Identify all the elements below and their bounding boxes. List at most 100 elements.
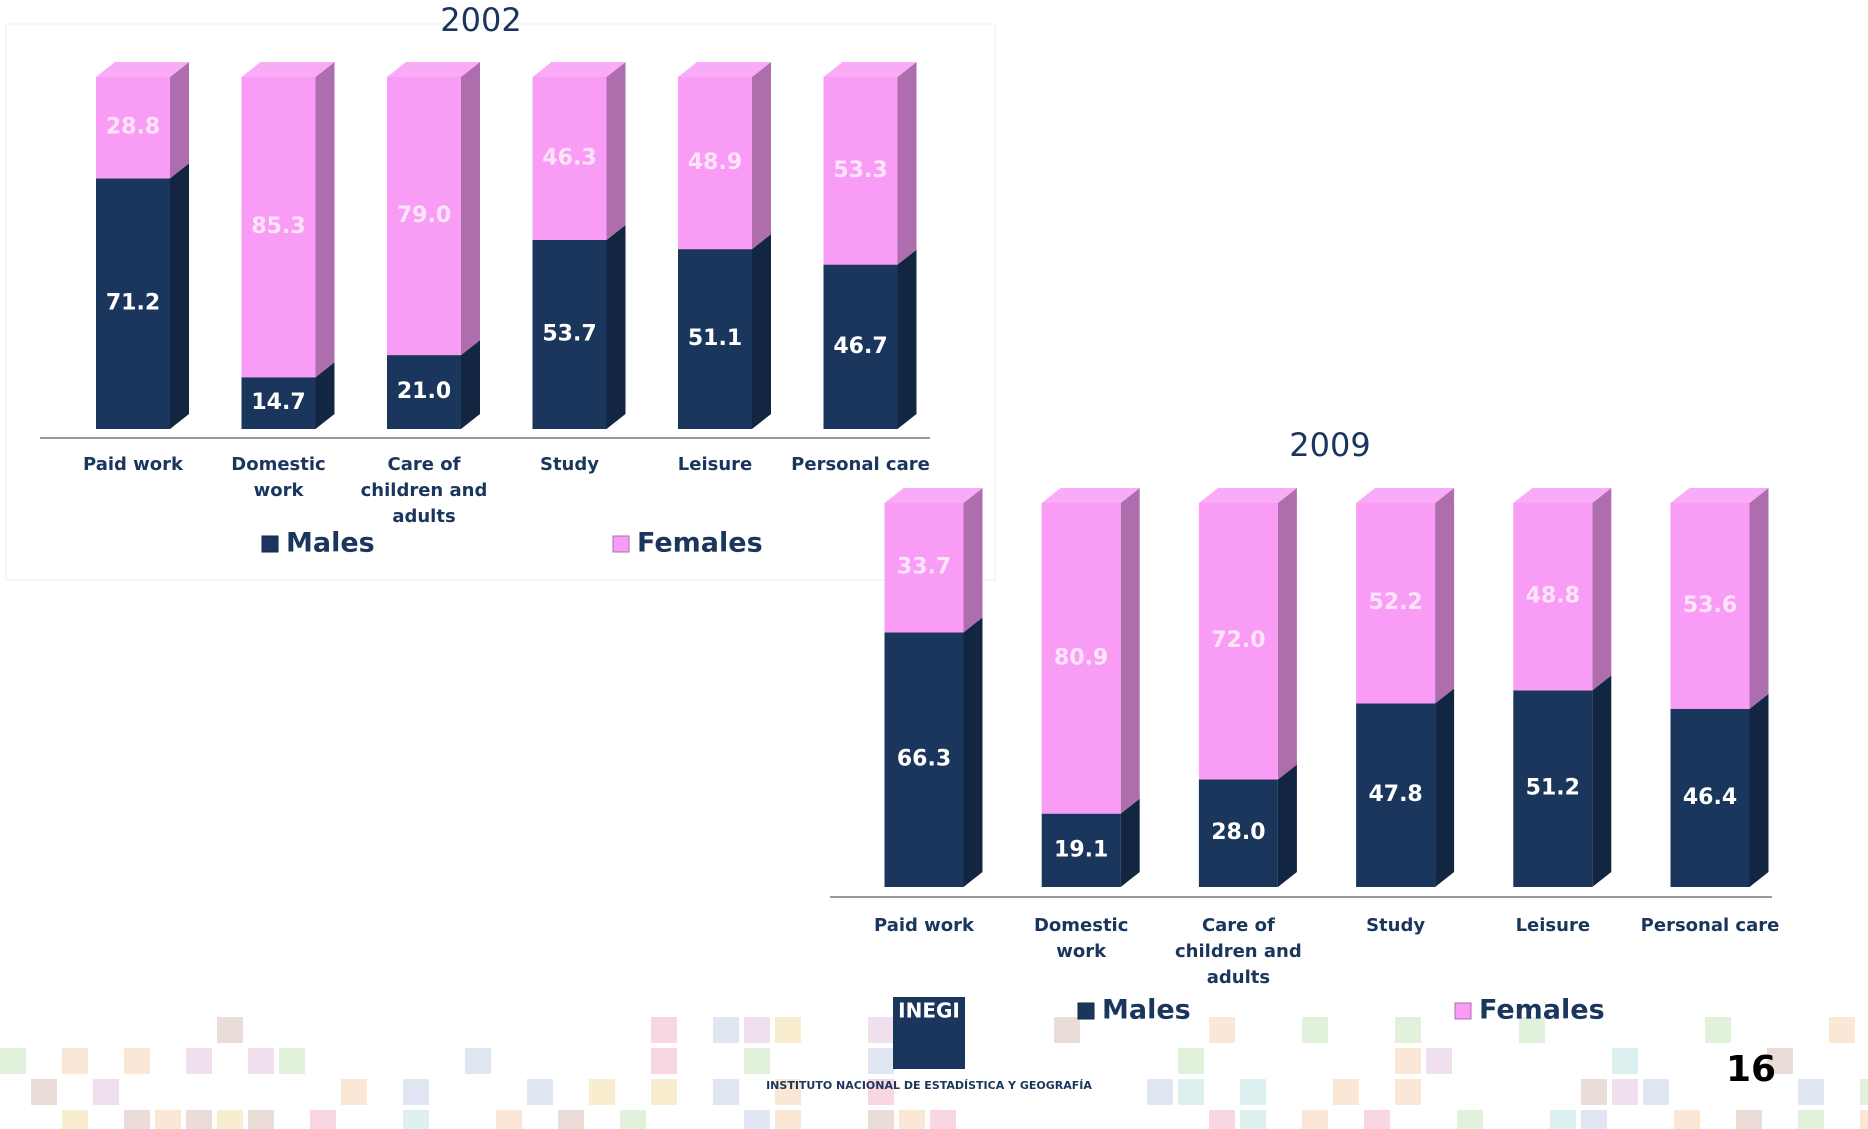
bar-side: [316, 62, 335, 377]
value-label: 28.0: [1211, 820, 1265, 845]
footer-square: [1736, 1110, 1762, 1129]
bar-side: [1435, 688, 1454, 887]
legend-label: Males: [286, 528, 375, 559]
page: INEGI INSTITUTO NACIONAL DE ESTADÍSTICA …: [0, 0, 1868, 1129]
chart-title: 2002: [440, 1, 521, 39]
x-tick-label: Study: [1321, 913, 1471, 939]
value-label: 66.3: [897, 747, 951, 772]
x-label-box: Personal care: [1635, 913, 1785, 993]
bar-side: [1750, 488, 1769, 709]
footer-square: [186, 1048, 212, 1074]
footer-square: [1240, 1079, 1266, 1105]
footer-square: [1643, 1079, 1669, 1105]
slide: INEGI INSTITUTO NACIONAL DE ESTADÍSTICA …: [0, 0, 1868, 1129]
footer-square: [496, 1110, 522, 1129]
footer-square: [1302, 1110, 1328, 1129]
x-label-box: Domestic work: [204, 452, 354, 532]
footer-square: [1209, 1110, 1235, 1129]
x-tick-label: Study: [495, 452, 645, 478]
value-label: 80.9: [1054, 645, 1108, 670]
footer-square: [1457, 1110, 1483, 1129]
footer-square: [0, 1048, 26, 1074]
footer-square: [31, 1079, 57, 1105]
value-label: 48.9: [688, 150, 742, 175]
footer-square: [527, 1079, 553, 1105]
footer-square: [1860, 1079, 1868, 1105]
x-tick-label: Leisure: [640, 452, 790, 478]
footer-square: [403, 1079, 429, 1105]
footer-square: [1395, 1048, 1421, 1074]
chart-title: 2009: [1289, 426, 1370, 464]
value-label: 46.3: [542, 145, 596, 170]
logo: INEGI INSTITUTO NACIONAL DE ESTADÍSTICA …: [766, 997, 1092, 1092]
footer-square: [713, 1017, 739, 1043]
bar-side: [1750, 694, 1769, 887]
footer-square: [1581, 1079, 1607, 1105]
value-label: 51.2: [1526, 776, 1580, 801]
x-label-box: Domestic work: [1006, 913, 1156, 993]
bar-side: [170, 163, 189, 429]
footer-square: [868, 1110, 894, 1129]
bar-side: [752, 62, 771, 249]
bar-side: [964, 617, 983, 887]
footer-square: [1209, 1017, 1235, 1043]
value-label: 71.2: [106, 291, 160, 316]
bar-side: [1592, 488, 1611, 690]
footer-square: [651, 1079, 677, 1105]
bar-side: [1278, 488, 1297, 779]
x-tick-label: Domestic work: [1006, 913, 1156, 965]
footer-square: [1178, 1048, 1204, 1074]
legend-swatch: [1078, 1003, 1094, 1019]
x-tick-label: Care of children and adults: [349, 452, 499, 530]
value-label: 48.8: [1526, 584, 1580, 609]
x-label-box: Care of children and adults: [349, 452, 499, 532]
footer-square: [713, 1079, 739, 1105]
footer-square: [1333, 1079, 1359, 1105]
footer-square: [775, 1110, 801, 1129]
value-label: 85.3: [251, 214, 305, 239]
logo-name: INSTITUTO NACIONAL DE ESTADÍSTICA Y GEOG…: [766, 1079, 1092, 1092]
logo-acronym: INEGI: [898, 999, 960, 1023]
bar-side: [898, 62, 917, 265]
bar-side: [752, 234, 771, 429]
footer-square: [1395, 1079, 1421, 1105]
footer-square: [744, 1017, 770, 1043]
footer-square: [62, 1048, 88, 1074]
bar-side: [1278, 764, 1297, 887]
legend-swatch: [262, 536, 278, 552]
footer-square: [1829, 1017, 1855, 1043]
bar-side: [898, 250, 917, 429]
bar-side: [1592, 675, 1611, 887]
footer-square: [899, 1110, 925, 1129]
bar-side: [1121, 488, 1140, 814]
bar-side: [170, 62, 189, 178]
x-tick-label: Care of children and adults: [1163, 913, 1313, 991]
x-label-box: Study: [1321, 913, 1471, 993]
footer-square: [651, 1017, 677, 1043]
footer-square: [1612, 1048, 1638, 1074]
x-tick-label: Personal care: [1635, 913, 1785, 939]
footer-square: [1612, 1079, 1638, 1105]
footer-square: [1674, 1110, 1700, 1129]
footer-square: [868, 1017, 894, 1043]
value-label: 14.7: [251, 390, 305, 415]
footer-square: [248, 1048, 274, 1074]
bar-side: [1121, 799, 1140, 887]
bar-side: [461, 340, 480, 429]
footer-square: [403, 1110, 429, 1129]
footer-square: [1364, 1110, 1390, 1129]
value-label: 53.3: [833, 158, 887, 183]
footer-square: [744, 1048, 770, 1074]
bar-side: [607, 225, 626, 429]
value-label: 47.8: [1368, 782, 1422, 807]
footer-square: [1178, 1079, 1204, 1105]
x-tick-label: Personal care: [786, 452, 936, 478]
footer-square: [1860, 1110, 1868, 1129]
legend-label: Males: [1102, 995, 1191, 1026]
footer-square: [868, 1048, 894, 1074]
footer-square: [1054, 1017, 1080, 1043]
x-label-box: Study: [495, 452, 645, 532]
x-label-box: Care of children and adults: [1163, 913, 1313, 993]
footer-square: [775, 1017, 801, 1043]
x-tick-label: Domestic work: [204, 452, 354, 504]
